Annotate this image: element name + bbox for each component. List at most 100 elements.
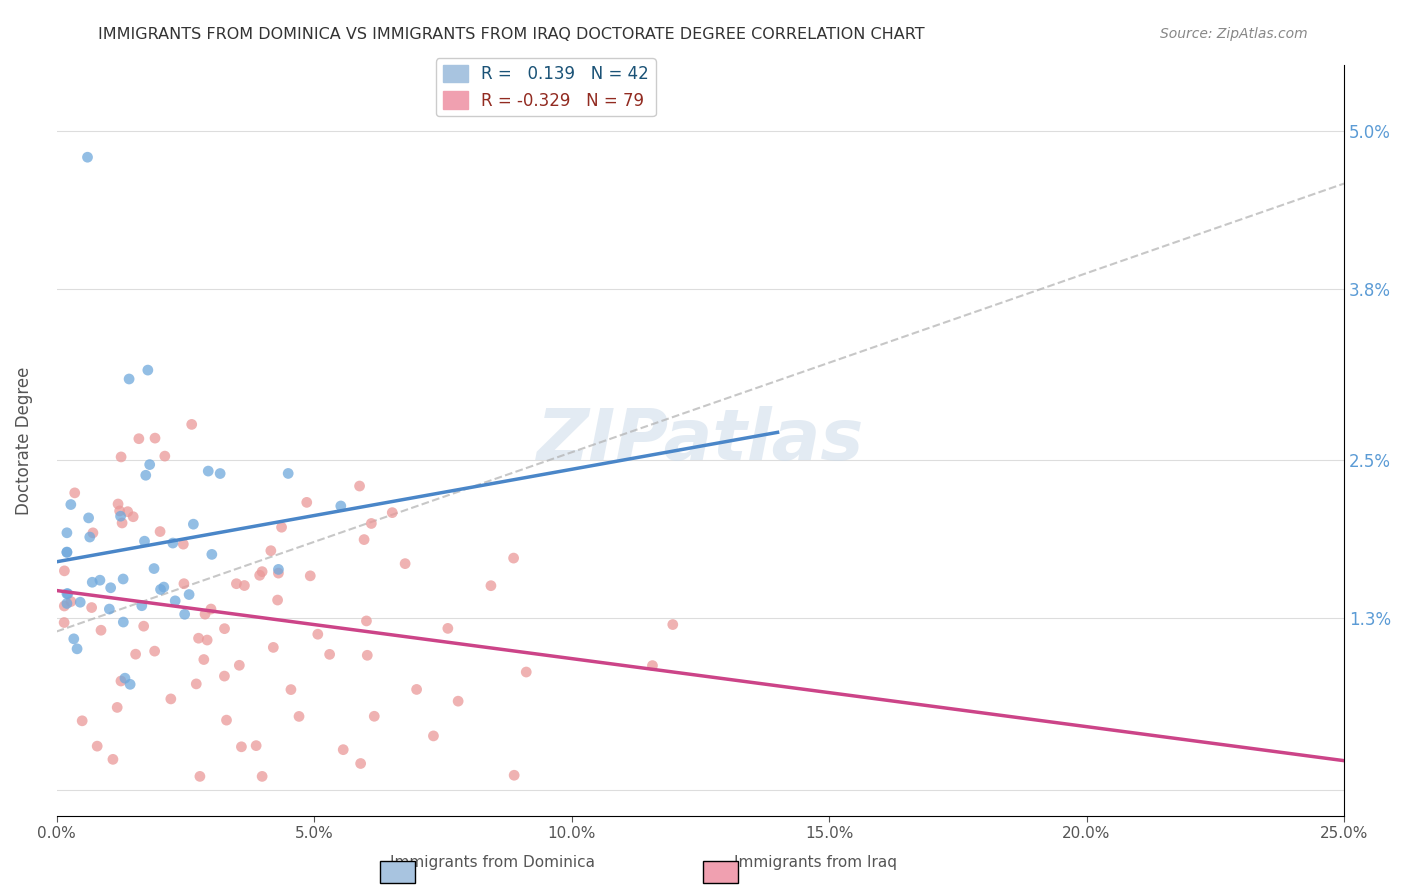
Point: [122, 509, 145, 524]
Point: [260, 543, 283, 558]
Point: [56, 545, 79, 559]
Point: [356, 614, 378, 628]
Point: [295, 495, 318, 509]
Point: [53, 564, 76, 578]
Point: [124, 647, 146, 661]
Point: [143, 561, 166, 575]
Point: [100, 581, 122, 595]
Point: [56, 545, 79, 559]
Point: [183, 517, 205, 532]
Point: [77, 511, 100, 525]
Point: [56, 587, 79, 601]
Point: [381, 506, 404, 520]
Point: [197, 464, 219, 478]
Point: [173, 607, 195, 622]
Point: [277, 467, 299, 481]
Point: [249, 568, 271, 582]
Point: [245, 739, 267, 753]
Point: [105, 700, 128, 714]
Point: [132, 619, 155, 633]
Point: [515, 665, 537, 679]
Point: [405, 682, 427, 697]
Point: [437, 621, 460, 635]
Point: [479, 579, 502, 593]
Point: [56, 597, 79, 611]
Point: [120, 677, 142, 691]
Point: [662, 617, 685, 632]
Point: [172, 537, 194, 551]
Point: [108, 504, 131, 518]
Point: [90, 624, 112, 638]
Point: [62, 632, 84, 646]
Point: [82, 575, 104, 590]
Point: [394, 557, 416, 571]
Point: [118, 372, 141, 386]
Point: [503, 768, 526, 782]
Point: [350, 756, 373, 771]
Point: [233, 578, 256, 592]
Point: [186, 677, 208, 691]
Point: [270, 520, 292, 534]
Point: [143, 431, 166, 445]
Point: [112, 615, 135, 629]
Point: [80, 600, 103, 615]
Point: [110, 509, 132, 524]
Point: [353, 533, 375, 547]
Point: [128, 432, 150, 446]
Point: [288, 709, 311, 723]
Point: [422, 729, 444, 743]
Point: [209, 467, 232, 481]
Point: [266, 593, 288, 607]
Point: [101, 752, 124, 766]
Point: [135, 468, 157, 483]
Point: [363, 709, 385, 723]
Text: Immigrants from Dominica: Immigrants from Dominica: [389, 855, 595, 870]
Point: [153, 449, 176, 463]
Point: [356, 648, 378, 663]
Point: [53, 615, 76, 630]
Point: [250, 565, 273, 579]
Point: [53, 599, 76, 613]
Point: [138, 458, 160, 472]
Point: [250, 769, 273, 783]
Point: [173, 576, 195, 591]
Point: [149, 582, 172, 597]
Text: IMMIGRANTS FROM DOMINICA VS IMMIGRANTS FROM IRAQ DOCTORATE DEGREE CORRELATION CH: IMMIGRANTS FROM DOMINICA VS IMMIGRANTS F…: [98, 27, 925, 42]
Text: ZIPatlas: ZIPatlas: [537, 406, 865, 475]
Point: [214, 622, 236, 636]
Point: [200, 602, 222, 616]
Point: [195, 633, 218, 648]
Point: [98, 602, 121, 616]
Point: [69, 595, 91, 609]
Point: [149, 524, 172, 539]
Point: [59, 594, 82, 608]
Point: [76, 150, 98, 164]
Point: [107, 497, 129, 511]
Point: [131, 599, 153, 613]
Point: [159, 692, 181, 706]
Point: [194, 607, 217, 622]
Point: [267, 562, 290, 576]
Point: [193, 652, 215, 666]
Point: [231, 739, 253, 754]
Point: [56, 525, 79, 540]
Point: [228, 658, 250, 673]
Point: [177, 588, 200, 602]
Point: [165, 594, 187, 608]
Point: [187, 631, 209, 645]
Point: [111, 516, 134, 530]
Text: Immigrants from Iraq: Immigrants from Iraq: [734, 855, 897, 870]
Point: [215, 713, 238, 727]
Point: [299, 569, 322, 583]
Point: [56, 587, 79, 601]
Point: [59, 498, 82, 512]
Point: [329, 499, 352, 513]
Point: [136, 363, 159, 377]
Point: [280, 682, 302, 697]
Point: [66, 641, 89, 656]
Point: [332, 742, 354, 756]
Point: [162, 536, 184, 550]
Point: [82, 525, 104, 540]
Point: [188, 769, 211, 783]
Point: [225, 576, 247, 591]
